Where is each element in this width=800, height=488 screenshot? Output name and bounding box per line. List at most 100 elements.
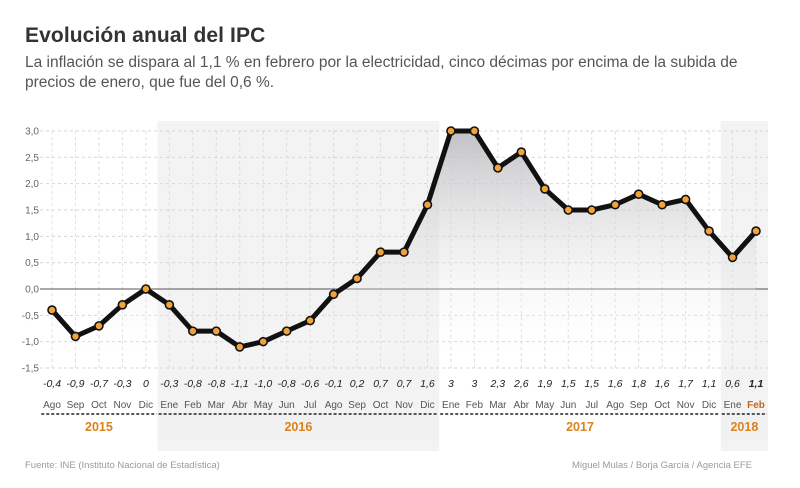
value-label: 3	[448, 378, 454, 390]
x-tick-label: Mar	[489, 400, 507, 411]
x-tick-label: Oct	[373, 400, 389, 411]
value-label: -0,8	[184, 378, 202, 390]
data-point	[164, 299, 175, 310]
value-label: -0,3	[160, 378, 178, 390]
y-tick-label: -1,0	[22, 337, 40, 348]
data-point	[188, 326, 198, 336]
x-tick-label: Ene	[160, 400, 178, 411]
value-label: -0,1	[325, 378, 343, 390]
x-tick-label: Ago	[606, 400, 624, 411]
x-tick-label: Ene	[724, 400, 742, 411]
data-point	[727, 252, 738, 263]
data-point	[657, 199, 667, 210]
data-point	[47, 305, 57, 315]
x-tick-label: Nov	[395, 400, 413, 411]
x-tick-label: Nov	[677, 400, 695, 411]
value-label: 1,7	[678, 378, 694, 390]
value-label: 0	[143, 378, 149, 390]
data-point	[422, 199, 433, 210]
data-point	[563, 205, 574, 215]
x-tick-label: Jun	[279, 400, 295, 411]
value-label: -0,7	[90, 378, 109, 390]
data-point	[141, 284, 151, 294]
value-label: -0,4	[43, 378, 61, 390]
data-point	[610, 199, 621, 210]
data-point	[258, 336, 269, 347]
value-label: 1,8	[631, 378, 646, 390]
value-label: 2,3	[490, 378, 506, 390]
x-tick-label: Feb	[184, 400, 202, 411]
data-point	[211, 326, 222, 336]
value-label: -0,3	[113, 378, 131, 390]
year-label-2015: 2015	[85, 420, 113, 434]
data-point	[516, 147, 527, 157]
data-point	[751, 226, 761, 236]
y-tick-label: 3,0	[25, 127, 39, 138]
value-label: -0,8	[278, 378, 296, 390]
x-tick-label: Feb	[466, 400, 484, 411]
value-label: 3	[471, 378, 477, 390]
y-tick-label: -0,5	[22, 311, 40, 322]
year-label-2018: 2018	[730, 420, 758, 434]
data-point	[633, 189, 644, 199]
x-tick-label: May	[254, 400, 273, 411]
source-note: Fuente: INE (Instituto Nacional de Estad…	[25, 460, 220, 471]
value-label: 1,1	[702, 378, 717, 390]
x-tick-label: Abr	[514, 400, 530, 411]
data-point	[493, 163, 503, 173]
data-point	[375, 247, 386, 257]
chart-title: Evolución anual del IPC	[25, 24, 266, 47]
chart-subtitle: La inflación se dispara al 1,1 % en febr…	[25, 54, 738, 91]
data-point	[94, 321, 104, 331]
x-tick-label: Sep	[630, 400, 648, 411]
value-label: 1,5	[584, 378, 599, 390]
x-tick-label: Ago	[325, 400, 343, 411]
x-tick-label: Sep	[348, 400, 366, 411]
x-tick-label: Jul	[585, 400, 598, 411]
area-fill	[52, 131, 756, 368]
value-label: 0,7	[373, 378, 389, 390]
x-tick-label: Mar	[208, 400, 226, 411]
x-tick-label: Oct	[91, 400, 107, 411]
value-label: 1,1	[749, 378, 764, 390]
x-tick-label: Oct	[654, 400, 670, 411]
year-label-2016: 2016	[284, 420, 312, 434]
x-tick-label: Ene	[442, 400, 460, 411]
value-label: 1,6	[608, 378, 623, 390]
value-label: 0,6	[725, 378, 740, 390]
y-tick-label: -1,5	[22, 364, 40, 375]
x-tick-label: Dic	[139, 400, 153, 411]
y-tick-label: 0,5	[25, 258, 39, 269]
x-tick-label: Nov	[114, 400, 132, 411]
value-label: 2,6	[513, 378, 529, 390]
value-label: 0,7	[397, 378, 413, 390]
data-point	[399, 247, 409, 257]
data-point	[305, 315, 315, 326]
value-label: 1,5	[561, 378, 576, 390]
y-tick-label: 1,5	[25, 206, 39, 217]
data-point	[281, 326, 292, 336]
data-point	[680, 194, 691, 205]
value-label: 1,9	[537, 378, 552, 390]
data-point	[446, 126, 456, 136]
credits-note: Miguel Mulas / Borja García / Agencia EF…	[571, 460, 752, 471]
data-point	[70, 331, 81, 342]
x-tick-label: Ago	[43, 400, 61, 411]
value-label: -0,9	[66, 378, 84, 390]
value-label: 1,6	[655, 378, 670, 390]
value-label: 1,6	[420, 378, 435, 390]
data-point	[539, 184, 550, 194]
x-tick-label: Sep	[67, 400, 85, 411]
value-label: -1,1	[231, 378, 249, 390]
data-point	[586, 205, 597, 215]
x-tick-label: Dic	[702, 400, 716, 411]
y-tick-label: 1,0	[25, 232, 39, 243]
x-tick-label: Dic	[420, 400, 434, 411]
data-point	[469, 126, 480, 136]
data-point	[117, 299, 128, 310]
year-band-2016-footer	[157, 414, 440, 440]
y-tick-label: 2,5	[25, 153, 39, 164]
year-band-2018-footer	[720, 414, 768, 440]
value-label: 0,2	[350, 378, 365, 390]
